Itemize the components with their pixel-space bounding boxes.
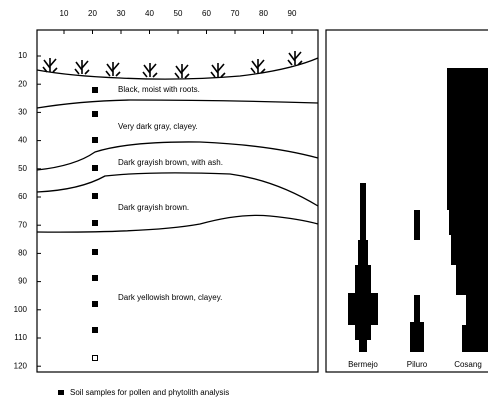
plant [250,59,266,74]
plant [174,64,190,79]
sample-marker [92,193,98,199]
y-tick-label: 120 [14,361,28,370]
x-tick-label: 30 [117,9,126,18]
sample-marker [92,87,98,93]
y-tick-label: 20 [18,79,27,88]
x-tick-label: 10 [60,9,69,18]
sample-marker [92,137,98,143]
legend-label: Soil samples for pollen and phytolith an… [70,388,229,397]
y-tick-label: 30 [18,108,27,117]
boundary-line [36,99,319,109]
boundary-line [36,172,319,207]
boundary-line [36,141,319,171]
y-tick-label: 110 [14,333,27,342]
layer-label: Black, moist with roots. [118,85,200,94]
x-tick-label: 80 [259,9,268,18]
taxa-labels: Bermejo Piluro Cosang [348,360,482,369]
plant [287,51,303,66]
pollen-frame [325,29,488,373]
x-tick-label: 60 [202,9,211,18]
sample-marker [92,165,98,171]
sample-markers [92,87,98,361]
plant [42,58,58,73]
taxon-label: Bermejo [348,360,378,369]
y-tick-label: 80 [18,249,27,258]
taxon-label: Piluro [407,360,428,369]
sample-marker [92,327,98,333]
cosang-profile [447,68,488,352]
sample-marker [92,301,98,307]
plant [74,60,90,75]
plant [105,62,121,77]
surface-line [36,57,319,80]
x-tick-label: 90 [288,9,297,18]
vegetation [42,51,303,79]
taxon-label: Cosang [454,360,482,369]
sample-marker [92,355,98,361]
y-tick-label: 100 [14,305,28,314]
x-tick-label: 50 [174,9,183,18]
y-tick-label: 90 [18,277,27,286]
y-tick-label: 60 [18,192,27,201]
profile-frame [36,29,319,373]
piluro-profile [410,210,424,352]
layer-label: Dark grayish brown, with ash. [118,158,223,167]
y-tick-label: 70 [18,220,27,229]
layer-boundaries [36,57,319,233]
y-tick-label: 40 [18,136,27,145]
sample-marker [92,275,98,281]
pollen-profiles [348,68,488,352]
boundary-line [36,214,319,233]
sample-marker [92,220,98,226]
x-tick-label: 40 [145,9,154,18]
x-tick-label: 70 [231,9,240,18]
layer-label: Dark grayish brown. [118,203,189,212]
legend-marker [58,390,64,395]
plant [210,63,226,78]
sample-marker [92,111,98,117]
x-tick-label: 20 [88,9,97,18]
sample-marker [92,249,98,255]
plant [142,63,158,78]
layer-label: Very dark gray, clayey. [118,122,198,131]
bermejo-profile [348,183,378,352]
y-tick-label: 50 [18,164,27,173]
y-tick-label: 10 [18,51,27,60]
layer-label: Dark yellowish brown, clayey. [118,293,222,302]
